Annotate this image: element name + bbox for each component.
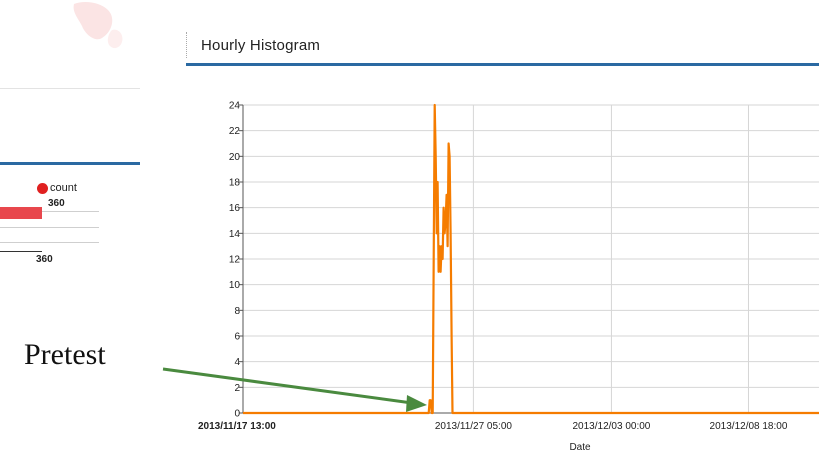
y-tick-label: 24 bbox=[229, 101, 241, 112]
x-tick-label: 2013/12/08 18:00 bbox=[710, 421, 788, 432]
legend-label: count bbox=[50, 182, 77, 194]
bar-value-label: 360 bbox=[48, 198, 65, 209]
panel-header-rule bbox=[0, 162, 140, 165]
x-axis-title: Date bbox=[569, 442, 591, 453]
grid-lines bbox=[239, 104, 819, 414]
total-value-label: 360 bbox=[36, 254, 53, 265]
x-tick-label: 2013/11/17 13:00 bbox=[198, 421, 276, 432]
series-line[interactable] bbox=[243, 103, 819, 415]
total-rule bbox=[0, 251, 42, 252]
y-tick-label: 10 bbox=[229, 280, 241, 291]
y-tick-label: 20 bbox=[229, 152, 241, 163]
chart-legend[interactable]: count bbox=[37, 182, 77, 194]
pretest-arrow bbox=[162, 367, 427, 412]
legend-swatch bbox=[37, 182, 48, 194]
grid-line bbox=[0, 227, 99, 228]
left-panel: count 360 360 Pretest bbox=[0, 0, 140, 462]
x-tick-label: 2013/11/27 05:00 bbox=[435, 421, 513, 432]
count-bar[interactable] bbox=[0, 207, 42, 219]
logo-watermark bbox=[73, 2, 123, 49]
arrow-head bbox=[406, 395, 427, 412]
grid-line bbox=[42, 211, 99, 212]
y-tick-label: 14 bbox=[229, 229, 241, 240]
series-layer bbox=[243, 103, 819, 415]
y-tick-label: 6 bbox=[234, 332, 240, 343]
y-tick-label: 2 bbox=[234, 383, 240, 394]
y-tick-label: 18 bbox=[229, 178, 241, 189]
y-tick-label: 22 bbox=[229, 126, 241, 137]
grid-line bbox=[0, 242, 99, 243]
y-tick-label: 8 bbox=[234, 306, 240, 317]
y-tick-label: 4 bbox=[234, 357, 240, 368]
panel-divider bbox=[186, 32, 188, 58]
y-tick-label: 16 bbox=[229, 203, 241, 214]
y-tick-label: 0 bbox=[234, 409, 240, 420]
y-tick-label: 12 bbox=[229, 255, 241, 266]
panel-header-rule bbox=[186, 63, 819, 66]
divider bbox=[0, 88, 140, 89]
x-tick-label: 2013/12/03 00:00 bbox=[573, 421, 651, 432]
arrow-shaft bbox=[162, 367, 413, 405]
pretest-annotation-label: Pretest bbox=[24, 338, 106, 371]
panel-title: Hourly Histogram bbox=[201, 37, 321, 54]
